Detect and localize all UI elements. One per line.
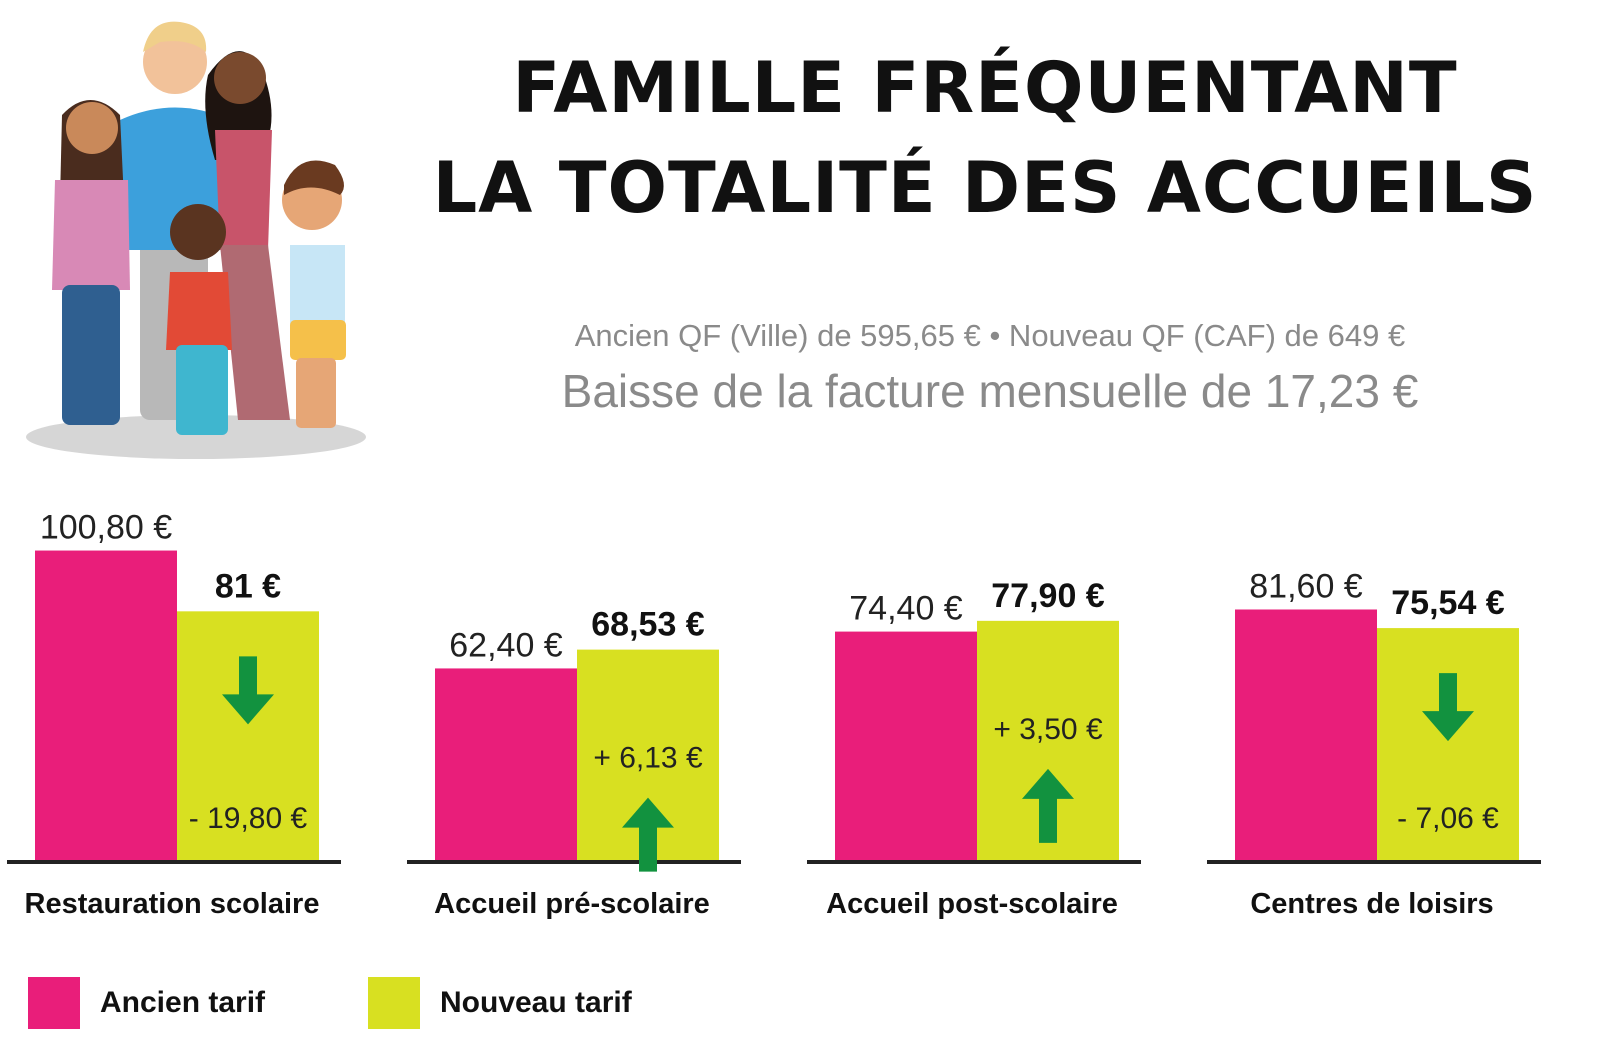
arrow-down-icon — [1422, 673, 1474, 742]
bar-ancien — [835, 631, 977, 860]
value-label-ancien: 62,40 € — [449, 626, 563, 664]
value-label-ancien: 81,60 € — [1249, 567, 1363, 605]
value-label-nouveau: 75,54 € — [1391, 584, 1505, 622]
category-label: Centres de loisirs — [1250, 888, 1493, 920]
title-line-1: FAMILLE FRÉQUENTANT — [512, 47, 1458, 129]
legend-label-nouveau: Nouveau tarif — [440, 986, 632, 1019]
category-label: Accueil post-scolaire — [826, 888, 1118, 920]
legend-label-ancien: Ancien tarif — [100, 986, 266, 1019]
bar-ancien — [1235, 609, 1377, 860]
arrow-down-icon — [222, 656, 274, 725]
category-label: Accueil pré-scolaire — [434, 888, 710, 920]
category-label: Restauration scolaire — [25, 888, 320, 920]
value-label-ancien: 100,80 € — [40, 509, 172, 547]
bar-nouveau — [177, 611, 319, 860]
arrow-up-icon — [1022, 768, 1074, 843]
title-line-2: LA TOTALITÉ DES ACCUEILS — [432, 147, 1538, 229]
bar-nouveau — [1377, 628, 1519, 860]
legend-swatch-ancien — [28, 977, 80, 1029]
legend-swatch-nouveau — [368, 977, 420, 1029]
value-label-nouveau: 68,53 € — [591, 606, 705, 644]
value-label-ancien: 74,40 € — [849, 590, 963, 628]
bar-ancien — [435, 668, 577, 860]
difference-label: - 19,80 € — [189, 802, 308, 835]
value-label-nouveau: 77,90 € — [991, 577, 1105, 615]
qf-subtitle: Ancien QF (Ville) de 595,65 € • Nouveau … — [574, 318, 1406, 353]
difference-label: + 3,50 € — [993, 713, 1103, 746]
value-label-nouveau: 81 € — [215, 567, 281, 605]
difference-label: + 6,13 € — [593, 742, 703, 775]
page-title: FAMILLE FRÉQUENTANT LA TOTALITÉ DES ACCU… — [370, 38, 1600, 238]
bill-subtitle: Baisse de la facture mensuelle de 17,23 … — [561, 365, 1419, 417]
arrow-up-icon — [622, 797, 674, 872]
difference-label: - 7,06 € — [1397, 802, 1499, 835]
family-illustration — [26, 21, 366, 459]
bar-ancien — [35, 550, 177, 860]
